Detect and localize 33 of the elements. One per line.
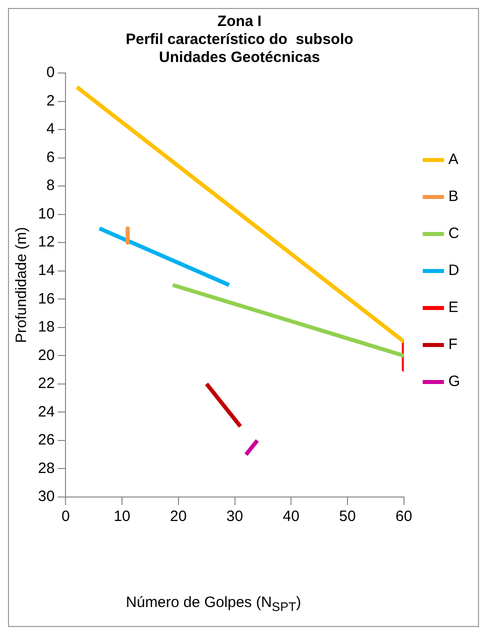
x-tick-label: 30 <box>226 508 244 526</box>
legend-label: F <box>448 336 458 354</box>
y-tick-label: 10 <box>38 205 55 222</box>
y-tick-label: 22 <box>38 375 55 392</box>
x-tick-label: 0 <box>62 508 70 526</box>
y-tick-label: 12 <box>38 234 55 251</box>
x-tick-label: 60 <box>395 508 412 526</box>
x-tick-label: 10 <box>114 508 130 526</box>
chart-title: Zona I Perfil característico do subsolo Unidades Geotécnicas <box>126 13 354 66</box>
legend-label: A <box>448 151 458 168</box>
y-tick-label: 24 <box>38 403 55 420</box>
legend-label: G <box>448 373 460 390</box>
legend-label: E <box>448 299 458 316</box>
x-axis-title: Número de Golpes (N$_{SPT}$) <box>124 594 302 614</box>
y-tick-label: 26 <box>38 432 55 449</box>
y-tick-label: 14 <box>38 262 55 280</box>
legend-label: D <box>448 262 460 280</box>
y-tick-label: 28 <box>38 460 55 477</box>
y-tick-label: 4 <box>46 120 55 138</box>
y-axis-title: Profundidade (m) <box>13 227 30 343</box>
x-tick-label: 50 <box>339 508 356 526</box>
y-tick-label: 0 <box>46 64 55 82</box>
y-tick-label: 16 <box>38 290 55 308</box>
y-tick-label: 2 <box>46 92 55 110</box>
y-tick-label: 20 <box>38 346 55 364</box>
y-tick-label: 8 <box>46 177 55 194</box>
legend-label: C <box>448 225 460 242</box>
y-tick-label: 30 <box>38 488 55 506</box>
y-tick-label: 6 <box>46 148 55 166</box>
x-tick-label: 20 <box>170 508 187 526</box>
x-tick-label: 40 <box>282 508 300 526</box>
y-tick-label: 18 <box>38 318 55 336</box>
legend-label: B <box>448 188 458 206</box>
